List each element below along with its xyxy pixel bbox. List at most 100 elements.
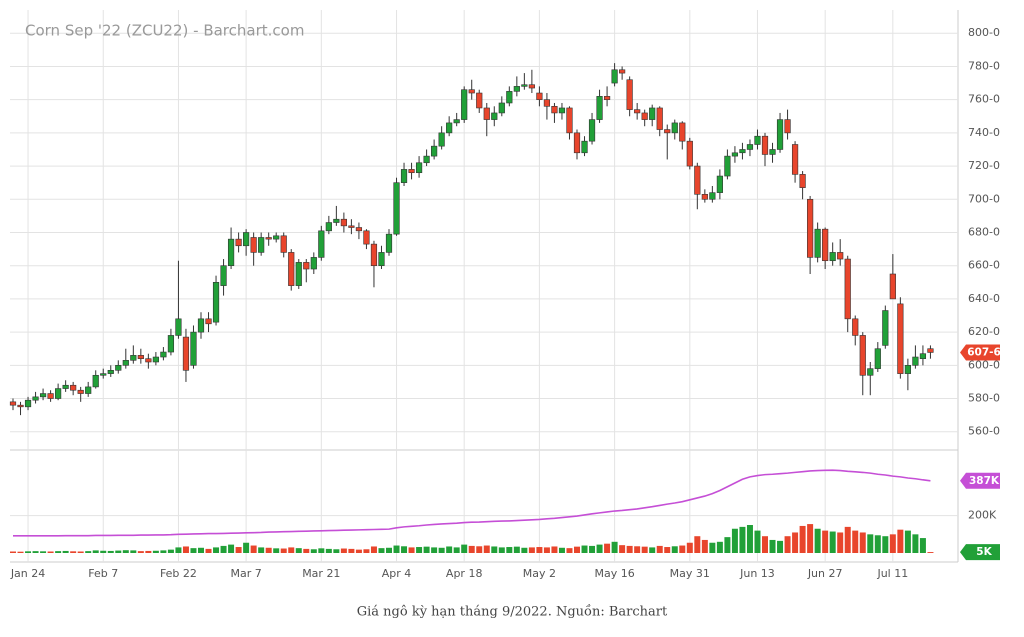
candle-body	[649, 107, 656, 120]
volume-bar	[822, 530, 829, 553]
candle-body	[190, 331, 197, 366]
volume-bar	[649, 547, 656, 553]
candle-body	[769, 149, 776, 155]
volume-bar	[927, 552, 934, 553]
candle-body	[837, 252, 844, 260]
candle-body	[325, 222, 332, 232]
candle-body	[919, 353, 927, 359]
open-interest-line	[13, 469, 931, 537]
candle-body	[634, 109, 641, 114]
candle-body	[897, 303, 904, 374]
candle-body	[746, 144, 754, 150]
candle-body	[77, 389, 84, 394]
volume-bar	[160, 550, 167, 553]
volume-bar	[310, 549, 317, 553]
volume-bar	[716, 541, 723, 553]
candle-body	[603, 96, 611, 100]
volume-bar	[47, 551, 54, 553]
candle-body	[724, 155, 731, 177]
candle-body	[543, 99, 551, 107]
volume-bar	[190, 548, 197, 553]
volume-bar	[258, 547, 265, 553]
candle-body	[513, 86, 520, 92]
candle-body	[288, 252, 295, 286]
volume-bar	[604, 543, 611, 553]
candle-body	[784, 119, 791, 134]
volume-bar	[912, 534, 919, 553]
candle-body	[115, 365, 122, 371]
y-tick-label: 620-0	[968, 325, 1000, 338]
volume-bar	[671, 546, 678, 553]
volume-bar	[686, 542, 693, 553]
candle-body	[182, 336, 190, 371]
volume-bar	[115, 550, 122, 553]
candle-body	[776, 119, 784, 150]
volume-bar	[175, 547, 182, 553]
candle-body	[799, 174, 806, 188]
volume-bar	[641, 546, 648, 553]
volume-bar	[468, 545, 475, 553]
x-tick-label: Mar 21	[302, 567, 340, 580]
candle-body	[694, 165, 701, 195]
volume-bar	[574, 546, 580, 553]
candle-body	[393, 182, 400, 235]
candle-body	[415, 162, 423, 174]
volume-bar	[431, 547, 438, 553]
volume-bar	[100, 550, 107, 553]
y-tick-label: 720-0	[968, 159, 1000, 172]
candle-body	[679, 122, 686, 142]
candle-body	[175, 318, 182, 336]
candle-body	[927, 348, 934, 353]
candle-body	[664, 129, 671, 134]
volume-bar	[295, 548, 302, 553]
candle-body	[385, 233, 393, 253]
volume-bar	[107, 550, 114, 553]
volume-bar	[589, 545, 596, 553]
volume-bar	[867, 534, 874, 553]
volume-bar	[243, 542, 250, 553]
volume-badge	[960, 544, 1000, 561]
candle-body	[431, 145, 438, 157]
volume-bar	[167, 549, 174, 553]
volume-bar	[198, 547, 204, 553]
volume-bar	[709, 542, 716, 553]
candle-body	[378, 252, 385, 266]
volume-bar	[483, 545, 490, 553]
volume-bar	[777, 540, 784, 553]
candle-body	[596, 96, 603, 120]
candle-body	[122, 360, 129, 366]
candle-body	[340, 218, 347, 227]
volume-bar	[280, 548, 287, 553]
candle-body	[243, 232, 250, 247]
volume-bar	[145, 550, 152, 553]
volume-bar	[348, 548, 355, 553]
volume-bar	[784, 536, 791, 553]
chart-title: Corn Sep '22 (ZCU22) - Barchart.com	[25, 22, 304, 40]
x-tick-label: Feb 22	[160, 567, 197, 580]
candle-body	[867, 368, 874, 376]
candle-body	[152, 356, 159, 363]
volume-bar	[408, 547, 415, 553]
candle-body	[468, 89, 475, 94]
candle-body	[39, 393, 47, 398]
candle-body	[671, 122, 678, 134]
candle-body	[167, 335, 175, 353]
x-tick-label: Feb 7	[88, 567, 118, 580]
last-price-label: 607-6	[967, 346, 1001, 358]
candle-body	[491, 112, 498, 120]
volume-bar	[551, 546, 558, 553]
volume-bar	[513, 546, 520, 553]
y-tick-label: 640-0	[968, 292, 1000, 305]
candle-body	[100, 373, 107, 376]
y-tick-label: 740-0	[968, 126, 1000, 139]
candle-body	[882, 310, 889, 346]
candle-body	[423, 155, 430, 164]
candle-body	[558, 107, 566, 114]
volume-bar	[626, 545, 633, 553]
candle-body	[318, 230, 325, 258]
volume-bar	[340, 548, 347, 553]
volume-bar	[182, 546, 189, 553]
candle-body	[273, 235, 280, 240]
last-price-badge	[960, 344, 1000, 361]
volume-bar	[55, 551, 62, 553]
